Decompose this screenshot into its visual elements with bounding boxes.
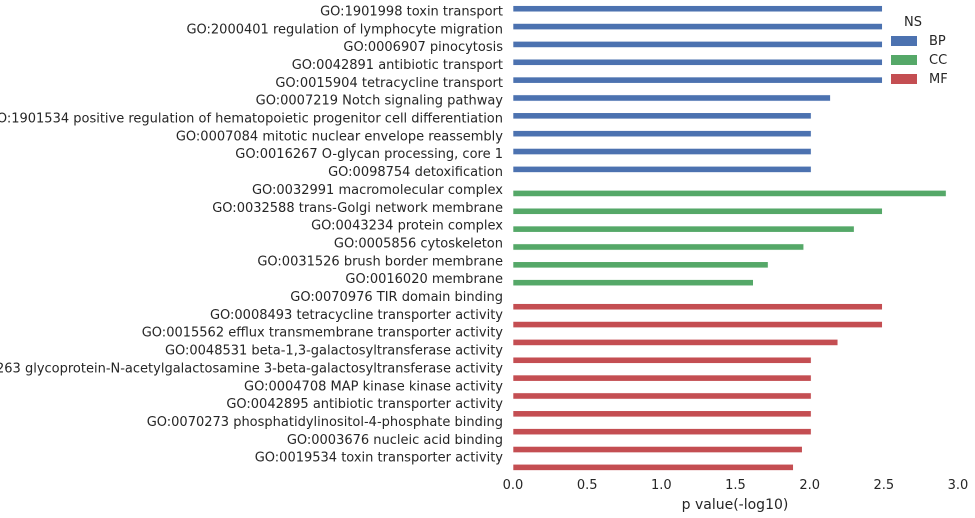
bar-bp [512,112,812,120]
category-label: GO:0006907 pinocytosis [343,40,503,55]
bar-bp [512,58,883,66]
category-label: GO:0007219 Notch signaling pathway [256,94,504,109]
legend-label-mf: MF [929,72,948,87]
category-labels: GO:1901998 toxin transport GO:2000401 reg… [0,4,503,465]
category-label: GO:0031526 brush border membrane [257,254,503,269]
category-label: GO:0048531 beta-1,3-galactosyltransferas… [165,344,503,359]
bar-cc [512,279,754,287]
legend-label-cc: CC [929,53,947,68]
category-label: GO:0008493 tetracycline transporter acti… [210,308,503,323]
category-label: GO:0032991 macromolecular complex [252,183,503,198]
x-axis-label: p value(-log10) [682,497,789,513]
category-label: GO:0042895 antibiotic transporter activi… [226,397,503,412]
category-label: GO:0070976 TIR domain binding [290,290,503,305]
bar-bp [512,41,883,48]
bar-mf [512,410,812,418]
bar-bp [512,76,883,84]
x-tick-label: 1.5 [725,478,746,493]
category-label: GO:0015904 tetracycline transport [275,76,503,91]
bar-mf [512,339,839,346]
bar-cc [512,225,855,233]
legend-label-bp: BP [929,34,946,49]
legend-swatch-bp [891,36,917,46]
bar-mf [512,321,883,328]
bar-mf [512,374,812,382]
category-label: GO:0016263 glycoprotein-N-acetylgalactos… [0,361,503,376]
bar-cc [512,190,947,197]
bar-mf [512,446,803,453]
bar-mf [512,356,812,364]
x-tick-label: 0.0 [503,478,524,493]
category-label: GO:1901534 positive regulation of hemato… [0,112,503,127]
category-label: GO:0070273 phosphatidylinositol-4-phosph… [147,415,503,430]
category-label: GO:0003676 nucleic acid binding [287,433,503,448]
bar-bp [512,5,883,13]
bar-mf [512,463,794,471]
category-label: GO:2000401 regulation of lymphocyte migr… [186,22,503,37]
bar-cc [512,243,805,251]
x-tick-label: 2.5 [873,478,894,493]
bar-bp [512,130,812,138]
x-tick-label: 1.0 [651,478,672,493]
category-label: GO:0043234 protein complex [311,219,503,234]
bar-cc [512,207,883,215]
category-label: GO:0019534 toxin transporter activity [255,451,504,466]
bar-bp [512,148,812,155]
category-label: GO:0005856 cytoskeleton [334,236,503,251]
bar-bp [512,23,883,30]
category-label: GO:0016267 O-glycan processing, core 1 [235,147,503,162]
x-tick-label: 0.5 [577,478,598,493]
bar-bp [512,94,831,102]
category-label: GO:0016020 membrane [345,272,503,287]
category-label: GO:0015562 efflux transmembrane transpor… [142,326,504,341]
legend: NS BP CC MF [891,15,948,87]
x-tick-label: 3.0 [948,478,969,493]
category-label: GO:0098754 detoxification [328,165,503,180]
category-label: GO:0042891 antibiotic transport [292,58,503,73]
bar-mf [512,303,883,311]
category-label: GO:1901998 toxin transport [320,4,503,19]
legend-swatch-cc [891,55,917,65]
category-label: GO:0004708 MAP kinase kinase activity [244,379,503,394]
x-tick-labels: 0.0 0.5 1.0 1.5 2.0 2.5 3.0 [503,478,969,493]
legend-swatch-mf [891,74,917,84]
category-label: GO:0007084 mitotic nuclear envelope reas… [176,129,503,144]
bar-mf [512,428,812,436]
legend-title: NS [904,15,922,30]
bar-bp [512,165,812,173]
x-tick-label: 2.0 [799,478,820,493]
bars-group [512,5,947,471]
bar-mf [512,392,812,400]
category-label: GO:0032588 trans-Golgi network membrane [212,201,503,216]
bar-cc [512,261,769,269]
